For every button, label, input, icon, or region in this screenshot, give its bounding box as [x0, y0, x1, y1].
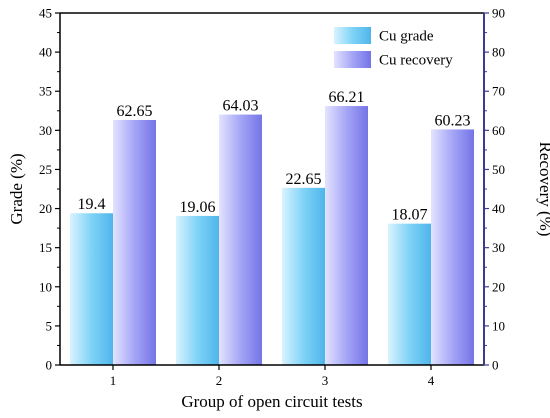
- left-y-tick-label: 45: [39, 6, 52, 21]
- data-label-cu-recovery-3: 66.21: [329, 89, 365, 106]
- data-label-cu-grade-2: 19.06: [180, 199, 216, 216]
- legend: Cu grade Cu recovery: [334, 27, 453, 69]
- left-y-tick-label: 25: [39, 162, 52, 177]
- right-y-tick-label: 80: [492, 45, 505, 60]
- bar-cu-recovery-1: [113, 119, 156, 365]
- right-y-tick-label: 90: [492, 6, 505, 21]
- right-y-tick-label: 30: [492, 240, 505, 255]
- legend-label-cu-recovery: Cu recovery: [379, 53, 453, 69]
- legend-swatch-cu-grade: [334, 27, 371, 44]
- bar-cu-recovery-3: [325, 106, 368, 365]
- data-label-cu-recovery-1: 62.65: [117, 103, 153, 120]
- bar-cu-grade-2: [176, 215, 219, 365]
- right-y-tick-label: 70: [492, 84, 505, 99]
- data-label-cu-recovery-2: 64.03: [223, 98, 259, 115]
- left-y-tick-label: 40: [39, 45, 52, 60]
- x-tick-label: 1: [110, 373, 117, 388]
- left-y-tick-label: 15: [39, 240, 52, 255]
- x-tick-label: 3: [322, 373, 329, 388]
- left-y-tick-label: 35: [39, 84, 52, 99]
- data-label-cu-grade-3: 22.65: [286, 171, 322, 188]
- data-label-cu-recovery-4: 60.23: [435, 112, 471, 129]
- legend-swatch-cu-recovery: [334, 51, 371, 68]
- x-tick-label: 2: [216, 373, 223, 388]
- left-y-tick-label: 5: [46, 318, 53, 333]
- bar-cu-grade-3: [282, 187, 325, 365]
- right-y-tick-label: 50: [492, 162, 505, 177]
- bar-cu-grade-4: [388, 223, 431, 365]
- left-y-axis-title: Grade (%): [7, 153, 26, 224]
- x-tick-label: 4: [428, 373, 435, 388]
- right-y-tick-label: 60: [492, 123, 505, 138]
- left-y-tick-label: 30: [39, 123, 52, 138]
- legend-label-cu-grade: Cu grade: [379, 29, 434, 45]
- bar-cu-grade-1: [70, 213, 113, 365]
- right-y-tick-label: 0: [492, 358, 499, 373]
- left-y-tick-label: 20: [39, 201, 52, 216]
- data-labels-layer: 19.4 62.65 19.06 64.03 22.65 66.21 18.07 60.23: [78, 89, 471, 224]
- right-y-tick-label: 40: [492, 201, 505, 216]
- right-y-tick-label: 10: [492, 318, 505, 333]
- bar-cu-recovery-4: [431, 129, 474, 365]
- bars-layer: [70, 106, 474, 365]
- right-y-axis-title: Recovery (%): [536, 142, 550, 237]
- axes-layer: 0 5 10 15 20 25 30 35 40 45 0 10 20 30 40 50 60 70 80 90 1 2 3…: [39, 6, 505, 389]
- left-y-tick-label: 0: [46, 358, 53, 373]
- data-label-cu-grade-1: 19.4: [78, 196, 106, 213]
- data-label-cu-grade-4: 18.07: [392, 207, 428, 224]
- x-axis-title: Group of open circuit tests: [181, 392, 362, 411]
- left-y-tick-label: 10: [39, 279, 52, 294]
- bar-cu-recovery-2: [219, 114, 262, 365]
- right-y-tick-label: 20: [492, 279, 505, 294]
